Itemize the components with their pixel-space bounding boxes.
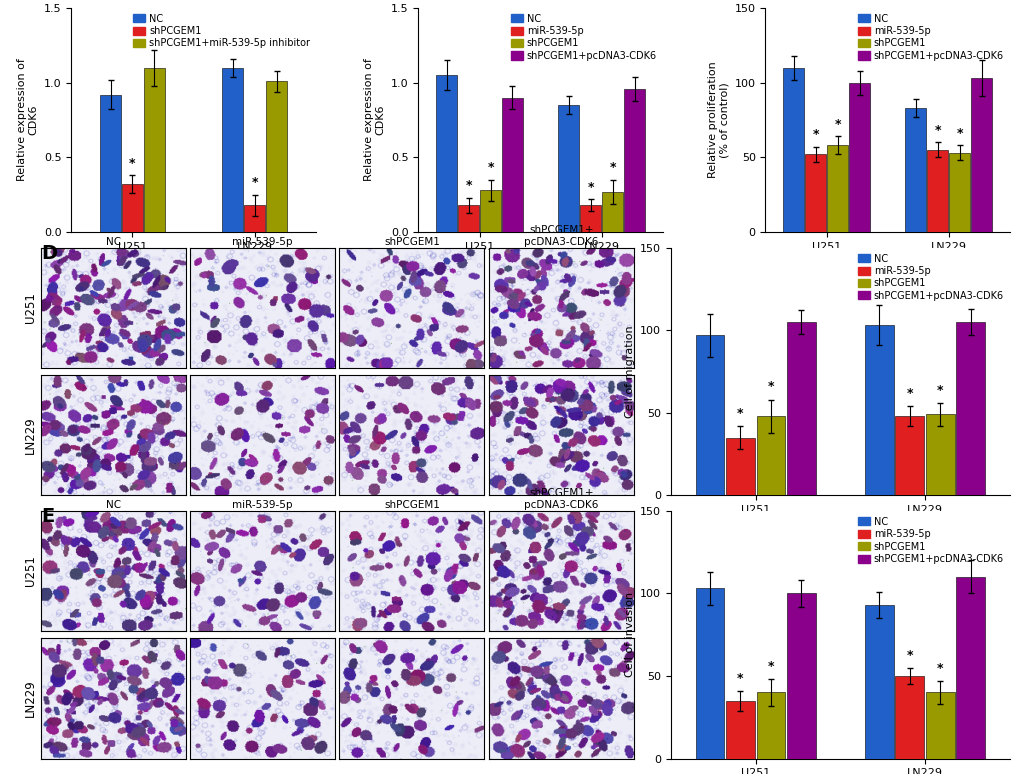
Y-axis label: Cell of migration: Cell of migration — [624, 325, 634, 418]
Text: *: * — [906, 387, 912, 400]
Bar — [804, 154, 825, 232]
Bar — [557, 105, 579, 232]
Y-axis label: LN229: LN229 — [23, 416, 37, 454]
Y-axis label: U251: U251 — [23, 293, 37, 324]
Bar — [726, 700, 754, 759]
Bar — [949, 153, 969, 232]
Title: miR-539-5p: miR-539-5p — [232, 237, 292, 247]
Text: *: * — [737, 672, 743, 685]
Title: shPCGEM1: shPCGEM1 — [383, 500, 439, 510]
Text: *: * — [956, 127, 962, 140]
Text: *: * — [767, 660, 773, 673]
Legend: NC, miR-539-5p, shPCGEM1, shPCGEM1+pcDNA3-CDK6: NC, miR-539-5p, shPCGEM1, shPCGEM1+pcDNA… — [857, 252, 1004, 302]
Bar — [956, 322, 984, 495]
Text: *: * — [252, 176, 258, 189]
Legend: NC, miR-539-5p, shPCGEM1, shPCGEM1+pcDNA3-CDK6: NC, miR-539-5p, shPCGEM1, shPCGEM1+pcDNA… — [857, 12, 1004, 62]
Bar — [826, 146, 847, 232]
Bar — [501, 98, 523, 232]
Text: D: D — [41, 244, 57, 263]
Bar — [436, 75, 457, 232]
Y-axis label: U251: U251 — [23, 556, 37, 587]
Bar — [970, 78, 991, 232]
Title: NC: NC — [106, 500, 120, 510]
Bar — [848, 83, 869, 232]
Bar — [144, 67, 165, 232]
Legend: NC, miR-539-5p, shPCGEM1, shPCGEM1+pcDNA3-CDK6: NC, miR-539-5p, shPCGEM1, shPCGEM1+pcDNA… — [857, 515, 1004, 565]
Bar — [864, 605, 893, 759]
Bar — [956, 577, 984, 759]
Text: *: * — [737, 407, 743, 420]
Bar — [905, 108, 925, 232]
Bar — [245, 205, 265, 232]
Text: *: * — [834, 118, 840, 131]
Legend: NC, miR-539-5p, shPCGEM1, shPCGEM1+pcDNA3-CDK6: NC, miR-539-5p, shPCGEM1, shPCGEM1+pcDNA… — [510, 12, 657, 62]
Bar — [864, 325, 893, 495]
Bar — [787, 322, 815, 495]
Text: *: * — [487, 161, 493, 174]
Text: E: E — [41, 507, 54, 526]
Bar — [695, 588, 723, 759]
Bar — [601, 192, 623, 232]
Bar — [122, 184, 143, 232]
Bar — [925, 693, 954, 759]
Text: *: * — [933, 124, 941, 137]
Bar — [695, 335, 723, 495]
Legend: NC, shPCGEM1, shPCGEM1+miR-539-5p inhibitor: NC, shPCGEM1, shPCGEM1+miR-539-5p inhibi… — [132, 12, 311, 50]
Text: *: * — [767, 380, 773, 393]
Bar — [926, 150, 948, 232]
Bar — [895, 676, 923, 759]
Text: *: * — [906, 649, 912, 662]
Title: miR-539-5p: miR-539-5p — [232, 500, 292, 510]
Title: shPCGEM1+
pcDNA3-CDK6: shPCGEM1+ pcDNA3-CDK6 — [524, 225, 598, 247]
Bar — [925, 414, 954, 495]
Text: *: * — [129, 156, 136, 170]
Text: *: * — [811, 128, 818, 142]
Bar — [222, 67, 243, 232]
Bar — [480, 190, 500, 232]
Text: *: * — [936, 384, 943, 397]
Text: *: * — [587, 180, 593, 194]
Bar — [895, 416, 923, 495]
Text: *: * — [936, 662, 943, 675]
Bar — [726, 437, 754, 495]
Title: shPCGEM1+
pcDNA3-CDK6: shPCGEM1+ pcDNA3-CDK6 — [524, 488, 598, 510]
Y-axis label: Relative expression of
CDK6: Relative expression of CDK6 — [364, 59, 385, 181]
Bar — [756, 416, 785, 495]
Text: *: * — [465, 179, 472, 192]
Bar — [787, 594, 815, 759]
Bar — [458, 205, 479, 232]
Y-axis label: Relative expression of
CDK6: Relative expression of CDK6 — [17, 59, 39, 181]
Bar — [624, 88, 644, 232]
Bar — [580, 205, 600, 232]
Title: NC: NC — [106, 237, 120, 247]
Bar — [100, 94, 121, 232]
Y-axis label: LN229: LN229 — [23, 680, 37, 717]
Y-axis label: Cell of invasion: Cell of invasion — [624, 592, 634, 677]
Text: *: * — [608, 161, 615, 174]
Title: shPCGEM1: shPCGEM1 — [383, 237, 439, 247]
Y-axis label: Relative proliferation
(% of control): Relative proliferation (% of control) — [707, 62, 729, 178]
Bar — [783, 67, 803, 232]
Bar — [756, 693, 785, 759]
Bar — [266, 81, 286, 232]
